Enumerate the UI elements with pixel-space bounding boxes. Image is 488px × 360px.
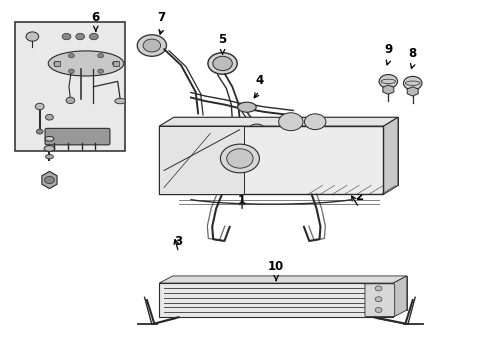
Circle shape (207, 53, 237, 74)
Ellipse shape (45, 136, 54, 141)
Text: 3: 3 (174, 235, 183, 248)
FancyBboxPatch shape (364, 284, 394, 316)
Text: 7: 7 (157, 11, 165, 24)
Circle shape (26, 32, 39, 41)
Circle shape (304, 114, 325, 130)
Circle shape (98, 69, 103, 73)
Circle shape (54, 61, 60, 66)
Bar (15, 22, 125, 151)
Ellipse shape (44, 145, 55, 151)
Polygon shape (159, 276, 406, 283)
Text: 2: 2 (354, 190, 363, 203)
Circle shape (143, 39, 160, 52)
FancyBboxPatch shape (45, 129, 110, 145)
Circle shape (68, 54, 74, 58)
Text: 10: 10 (267, 260, 284, 273)
Ellipse shape (249, 124, 263, 131)
Circle shape (137, 35, 166, 56)
Circle shape (226, 149, 253, 168)
Polygon shape (159, 126, 244, 194)
Polygon shape (159, 117, 397, 126)
Circle shape (378, 75, 397, 88)
Ellipse shape (45, 154, 53, 159)
Bar (54, 61, 60, 66)
Polygon shape (42, 171, 57, 189)
Circle shape (374, 307, 381, 312)
Polygon shape (407, 87, 417, 96)
Text: 9: 9 (384, 43, 392, 56)
Circle shape (212, 56, 232, 71)
Circle shape (220, 144, 259, 173)
Circle shape (76, 33, 84, 40)
Text: 4: 4 (254, 74, 263, 87)
Ellipse shape (224, 121, 245, 129)
Polygon shape (392, 276, 406, 317)
Ellipse shape (115, 98, 125, 104)
Circle shape (36, 129, 43, 134)
Circle shape (44, 176, 54, 184)
Text: 8: 8 (408, 47, 416, 60)
Ellipse shape (48, 51, 123, 76)
Circle shape (278, 113, 303, 131)
Ellipse shape (45, 114, 53, 120)
Text: 5: 5 (218, 32, 226, 45)
Circle shape (403, 76, 421, 90)
Bar (113, 61, 119, 66)
Bar (159, 126, 383, 194)
Polygon shape (383, 117, 397, 194)
Circle shape (68, 69, 74, 73)
Circle shape (35, 103, 44, 110)
Text: 1: 1 (238, 194, 245, 207)
Polygon shape (382, 85, 393, 94)
Circle shape (89, 33, 98, 40)
Circle shape (374, 286, 381, 291)
Circle shape (62, 33, 71, 40)
Circle shape (66, 97, 75, 104)
Text: 6: 6 (91, 11, 100, 24)
Circle shape (112, 61, 118, 66)
Ellipse shape (237, 102, 256, 112)
Polygon shape (172, 276, 406, 310)
Bar (159, 283, 392, 317)
Circle shape (98, 54, 103, 58)
Circle shape (374, 297, 381, 302)
Polygon shape (173, 117, 397, 185)
